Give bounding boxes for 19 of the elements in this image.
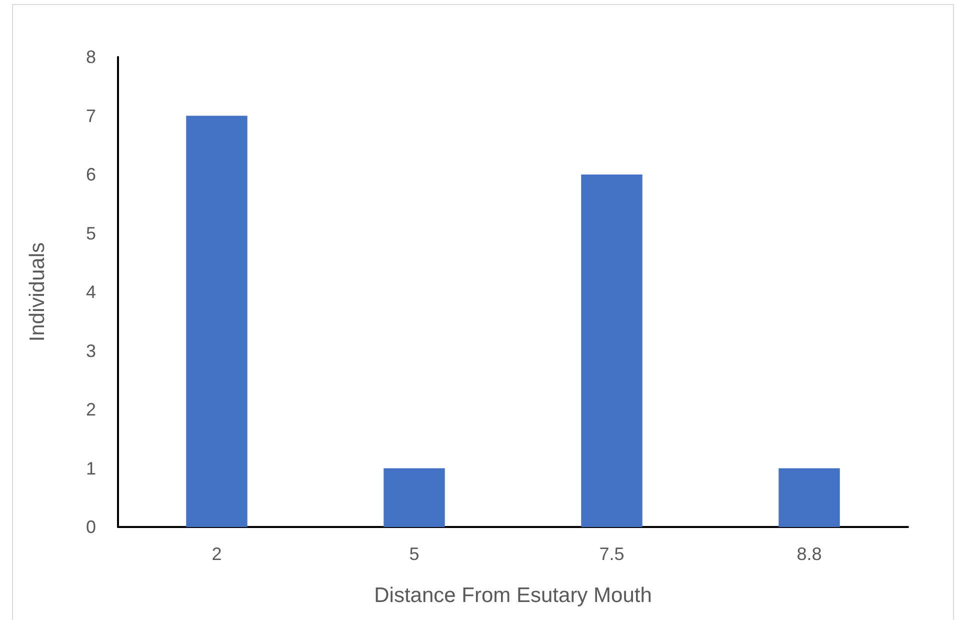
x-tick-label: 8.8	[796, 544, 822, 564]
bar	[384, 468, 445, 527]
x-axis-title: Distance From Esutary Mouth	[374, 584, 652, 607]
x-tick-label: 7.5	[599, 544, 624, 564]
y-tick-label: 4	[86, 282, 96, 302]
x-tick-label: 5	[409, 544, 420, 564]
y-axis-title: Individuals	[26, 242, 49, 342]
y-tick-label: 2	[86, 400, 96, 420]
bar	[778, 468, 840, 527]
y-tick-label: 3	[86, 340, 96, 361]
bar	[581, 174, 642, 527]
y-tick-label: 0	[86, 517, 96, 537]
y-tick-label: 6	[86, 164, 96, 184]
y-tick-label: 5	[86, 223, 96, 244]
y-tick-label: 8	[86, 47, 96, 67]
y-tick-label: 1	[86, 458, 96, 478]
bar	[186, 116, 248, 527]
x-tick-label: 2	[212, 544, 222, 564]
y-tick-label: 7	[86, 106, 96, 126]
